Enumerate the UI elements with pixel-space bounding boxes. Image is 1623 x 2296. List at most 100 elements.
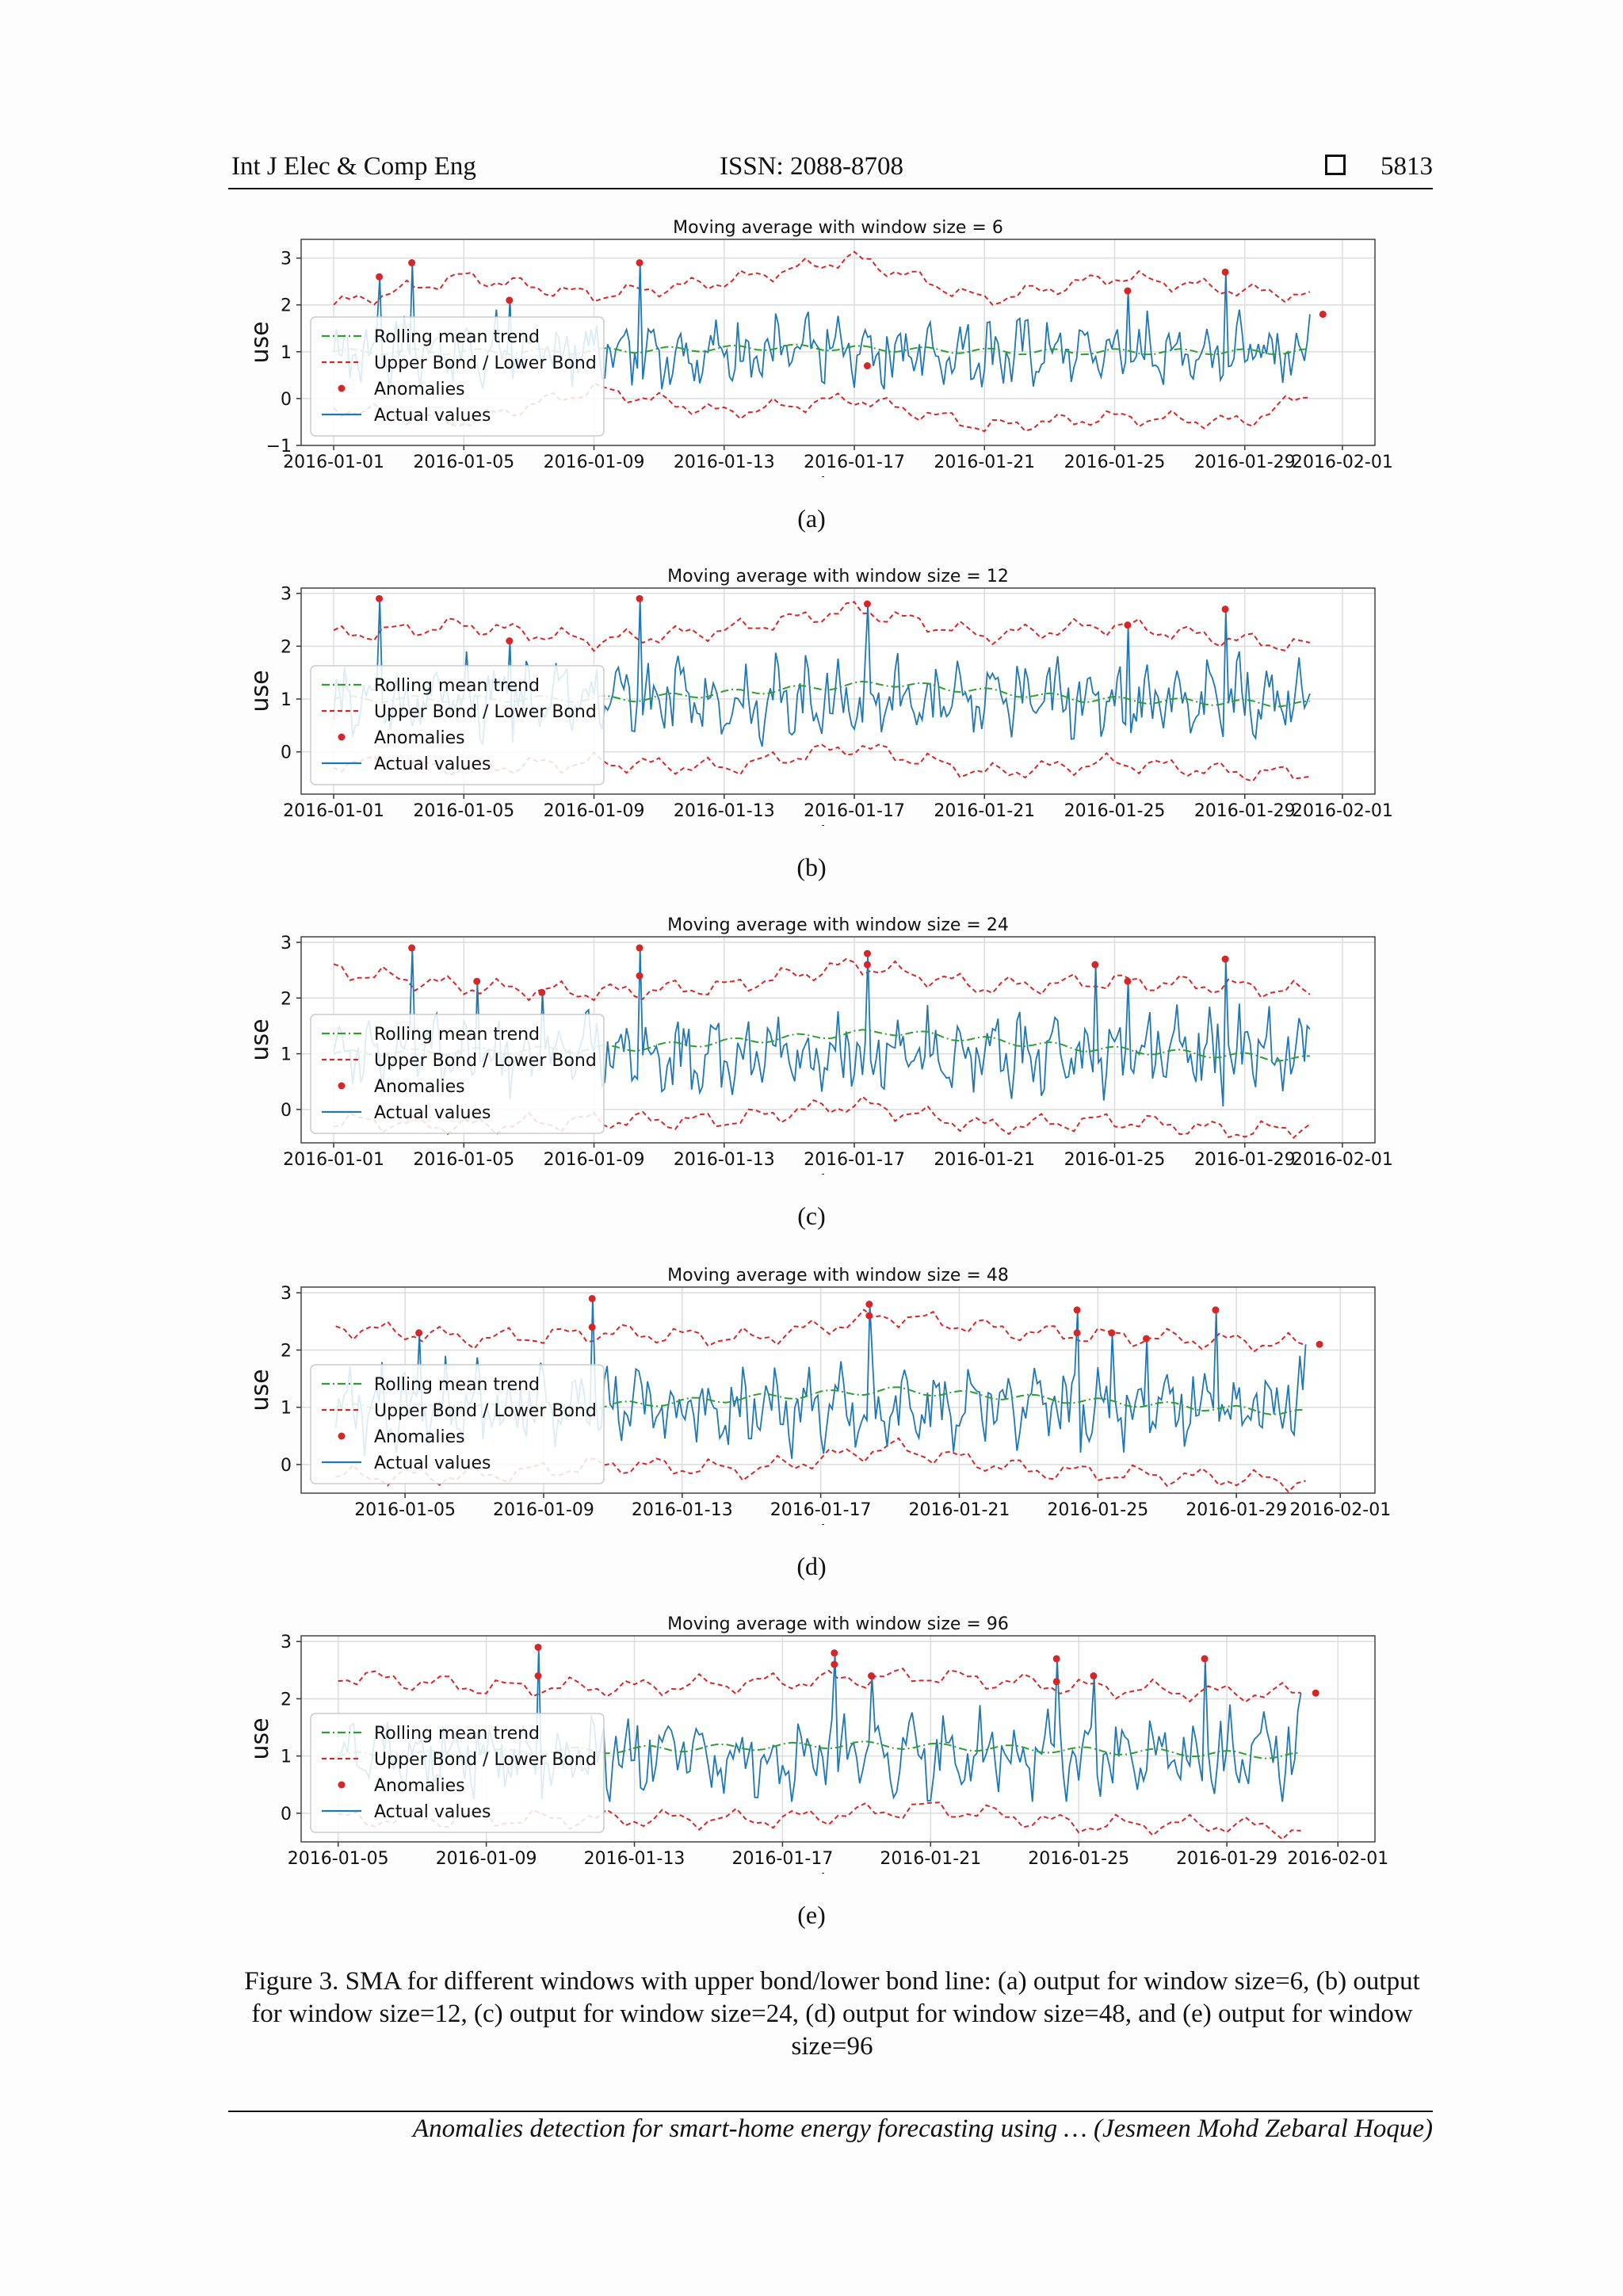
- x-tick-label: 2016-01-09: [544, 453, 645, 472]
- chart-title: Moving average with window size = 6: [673, 218, 1003, 238]
- x-tick-label: 2016-01-01: [283, 801, 384, 821]
- journal-name: Int J Elec & Comp Eng: [231, 152, 476, 181]
- legend-anomalies-swatch: [338, 1781, 346, 1789]
- y-tick-label: 1: [281, 1748, 292, 1767]
- anomaly-point: [1052, 1678, 1060, 1686]
- y-axis-label: use: [246, 670, 274, 712]
- chart-panel-b: Moving average with window size = 12 2016…: [0, 564, 1623, 826]
- chart-svg: Moving average with window size = 12 2016…: [246, 567, 1393, 826]
- x-tick-label: 2016-01-13: [674, 453, 775, 472]
- chart-panel-a: Moving average with window size = 6 2016-…: [0, 216, 1623, 477]
- anomaly-point: [538, 988, 546, 996]
- chart-panel-c: Moving average with window size = 24 2016…: [0, 913, 1623, 1175]
- y-tick-label: 2: [281, 1690, 292, 1710]
- anomaly-point: [1124, 621, 1132, 629]
- chart-title: Moving average with window size = 96: [667, 1614, 1009, 1634]
- x-tick-label: 2016-01-09: [544, 1150, 645, 1170]
- x-tick-label: 2016-02-01: [1292, 453, 1393, 472]
- x-tick-label: 2016-01-05: [354, 1500, 456, 1520]
- x-tick-label: 2016-01-29: [1176, 1849, 1277, 1869]
- anomaly-point: [636, 259, 643, 267]
- x-tick-label: 2016-01-17: [731, 1849, 833, 1869]
- anomaly-point: [865, 1312, 873, 1320]
- legend-rolling-mean-label: Rolling mean trend: [374, 327, 540, 347]
- anomaly-point: [863, 961, 871, 968]
- x-tick-label: 2016-01-25: [1028, 1849, 1129, 1869]
- header-rule: [228, 188, 1433, 189]
- anomaly-point: [376, 594, 384, 602]
- anomaly-point: [863, 949, 871, 957]
- square-icon: [1325, 155, 1346, 175]
- chart-svg: Moving average with window size = 6 2016-…: [246, 218, 1393, 477]
- legend-box: [310, 1713, 605, 1833]
- chart-svg: Moving average with window size = 48 2016…: [246, 1266, 1391, 1525]
- anomaly-point: [506, 637, 514, 645]
- anomaly-point: [831, 1660, 838, 1668]
- anomaly-point: [588, 1294, 596, 1302]
- legend-actual-values-label: Actual values: [374, 1454, 491, 1473]
- anomaly-point: [408, 944, 416, 952]
- upper-bound-line: [338, 1668, 1301, 1703]
- legend-bounds-label: Upper Bond / Lower Bond: [374, 353, 597, 373]
- anomaly-point: [636, 972, 643, 980]
- anomaly-point: [1124, 977, 1132, 985]
- actual-values-line: [333, 262, 1311, 390]
- legend-box: [310, 1364, 605, 1484]
- x-tick-label: 2016-01-17: [804, 1150, 905, 1170]
- x-tick-label: 2016-01-09: [436, 1849, 537, 1869]
- anomaly-point: [415, 1329, 423, 1337]
- anomaly-point: [863, 362, 871, 370]
- x-tick-label: 2016-01-29: [1194, 453, 1296, 472]
- legend-bounds-label: Upper Bond / Lower Bond: [374, 1051, 597, 1071]
- x-tick-label: 2016-01-01: [283, 453, 384, 472]
- anomaly-point: [865, 1301, 873, 1308]
- anomaly-point: [1221, 606, 1229, 613]
- anomaly-point: [1073, 1329, 1081, 1337]
- subfigure-label-d: (d): [796, 1552, 827, 1580]
- anomaly-point: [1312, 1689, 1319, 1697]
- subfigure-label-e: (e): [797, 1901, 826, 1929]
- upper-bound-line: [333, 250, 1311, 306]
- x-tick-label: 2016-01-25: [1064, 1150, 1166, 1170]
- x-tick-label: 2016-01-29: [1186, 1500, 1287, 1520]
- x-tick-label: 2016-01-13: [674, 1150, 775, 1170]
- x-tick-label: 2016-01-13: [674, 801, 775, 821]
- y-tick-label: 3: [281, 1284, 292, 1304]
- y-tick-label: 1: [281, 690, 292, 710]
- x-tick-label: 2016-01-25: [1047, 1500, 1148, 1520]
- plot-frame: [300, 936, 1376, 1144]
- y-tick-label: 0: [281, 390, 292, 410]
- chart-svg: Moving average with window size = 96 2016…: [246, 1614, 1388, 1874]
- upper-bound-line: [333, 957, 1311, 1002]
- upper-bound-line: [335, 1308, 1306, 1353]
- anomaly-point: [534, 1643, 542, 1651]
- legend-anomalies-swatch: [338, 733, 346, 741]
- anomaly-point: [1212, 1306, 1220, 1314]
- anomaly-point: [588, 1324, 596, 1331]
- y-tick-label: 0: [281, 1101, 292, 1121]
- x-axis-label: date: [812, 1171, 865, 1175]
- anomaly-point: [831, 1649, 838, 1657]
- x-tick-label: 2016-01-29: [1194, 801, 1296, 821]
- anomaly-point: [636, 944, 643, 952]
- chart-panel-d: Moving average with window size = 48 2016…: [0, 1263, 1623, 1525]
- x-tick-label: 2016-02-01: [1287, 1849, 1388, 1869]
- legend-box: [310, 665, 605, 785]
- x-tick-label: 2016-02-01: [1292, 801, 1393, 821]
- anomaly-point: [1108, 1329, 1116, 1337]
- chart-svg: Moving average with window size = 24 2016…: [246, 915, 1393, 1175]
- anomaly-point: [534, 1672, 542, 1680]
- x-tick-label: 2016-01-01: [283, 1150, 384, 1170]
- legend-box: [310, 1014, 605, 1134]
- legend-bounds-label: Upper Bond / Lower Bond: [374, 1750, 597, 1770]
- anomaly-point: [473, 977, 481, 985]
- legend-actual-values-label: Actual values: [374, 1103, 491, 1123]
- legend-anomalies-label: Anomalies: [374, 380, 465, 399]
- x-axis-label: date: [812, 1870, 865, 1874]
- anomaly-point: [1221, 268, 1229, 276]
- y-tick-label: 3: [281, 585, 292, 605]
- x-tick-label: 2016-01-05: [413, 801, 514, 821]
- y-tick-label: 2: [281, 989, 292, 1009]
- subfigure-label-b: (b): [796, 853, 827, 881]
- legend-actual-values-label: Actual values: [374, 755, 491, 774]
